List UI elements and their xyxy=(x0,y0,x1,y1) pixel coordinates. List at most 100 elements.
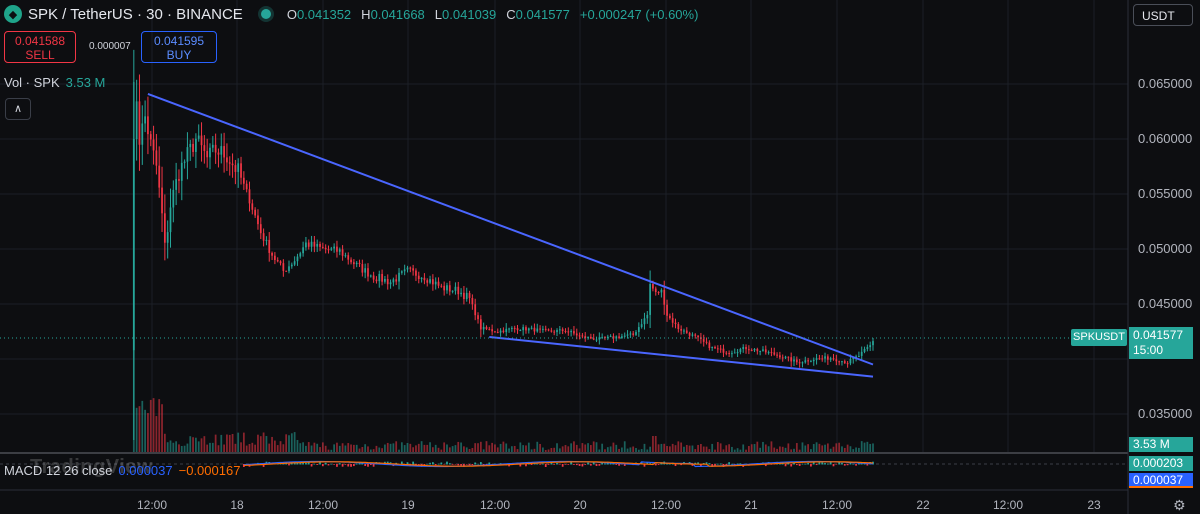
candle-body xyxy=(172,189,175,208)
candle-body xyxy=(550,330,553,332)
macd-histogram-bar xyxy=(573,464,575,465)
volume-bar xyxy=(694,449,697,452)
volume-bar xyxy=(829,448,832,452)
ohlc-low-value: 0.041039 xyxy=(442,6,497,22)
macd-histogram-bar xyxy=(369,464,372,466)
candle-body xyxy=(398,272,400,282)
candle-body xyxy=(211,144,214,148)
volume-bar xyxy=(274,440,276,452)
candle-body xyxy=(705,341,708,343)
volume-bar xyxy=(731,446,733,452)
candle-body xyxy=(660,289,663,293)
volume-bar xyxy=(609,446,612,452)
candle-body xyxy=(203,145,206,152)
candle-body xyxy=(770,352,773,354)
volume-bar xyxy=(361,446,364,452)
buy-button[interactable]: 0.041595 BUY xyxy=(141,31,217,63)
macd-value-1: 0.000037 xyxy=(118,463,173,478)
volume-bar xyxy=(869,443,872,452)
volume-bar xyxy=(231,433,234,452)
candle-body xyxy=(245,183,248,190)
volume-bar xyxy=(558,448,561,452)
macd-histogram-bar xyxy=(262,464,265,467)
macd-histogram-bar xyxy=(553,464,556,465)
candle-body xyxy=(604,336,606,338)
volume-legend[interactable]: Vol · SPK 3.53 M xyxy=(4,75,105,90)
volume-bar xyxy=(307,442,310,452)
ohlc-open-label: O xyxy=(286,6,297,22)
candle-body xyxy=(776,354,778,356)
macd-histogram-bar xyxy=(719,463,722,465)
candle-body xyxy=(637,327,640,333)
volume-bar xyxy=(742,444,745,452)
candle-body xyxy=(132,139,135,351)
candle-body xyxy=(223,146,225,158)
candle-body xyxy=(767,352,770,354)
candle-body xyxy=(257,215,259,225)
candle-body xyxy=(254,209,257,216)
volume-bar xyxy=(872,443,874,452)
volume-bar xyxy=(144,409,146,452)
candle-body xyxy=(220,146,223,155)
candle-body xyxy=(338,249,341,252)
volume-bar xyxy=(798,449,801,452)
macd-histogram-bar xyxy=(584,464,587,465)
macd-histogram-bar xyxy=(465,464,468,465)
candle-body xyxy=(618,336,620,339)
macd-legend[interactable]: MACD 12 26 close 0.000037 −0.000167 xyxy=(4,463,240,478)
volume-bar xyxy=(818,443,821,452)
sell-button[interactable]: 0.041588 SELL xyxy=(4,31,76,63)
candle-body xyxy=(841,361,843,363)
settings-gear-icon[interactable]: ⚙ xyxy=(1173,497,1186,513)
candle-body xyxy=(465,292,468,300)
macd-histogram-bar xyxy=(468,464,471,466)
candle-body xyxy=(423,277,426,281)
time-tick-label: 19 xyxy=(401,498,415,512)
macd-histogram-bar xyxy=(798,464,801,466)
candle-body xyxy=(547,329,550,331)
volume-bar xyxy=(510,446,513,452)
volume-bar xyxy=(547,449,550,452)
macd-histogram-bar xyxy=(587,462,589,465)
volume-bar xyxy=(149,399,152,452)
volume-bar xyxy=(499,443,502,452)
collapse-legend-button[interactable]: ∧ xyxy=(5,98,31,120)
volume-bar xyxy=(237,432,240,452)
macd-histogram-bar xyxy=(832,464,835,467)
volume-bar xyxy=(158,399,161,452)
candle-body xyxy=(835,359,838,362)
volume-bar xyxy=(268,443,271,452)
volume-bar xyxy=(539,443,541,452)
candle-body xyxy=(434,281,437,285)
volume-bar xyxy=(369,449,372,452)
candle-body xyxy=(536,328,539,332)
macd-histogram-bar xyxy=(858,463,860,465)
macd-histogram-bar xyxy=(290,463,293,465)
macd-histogram-bar xyxy=(440,462,443,465)
volume-bar xyxy=(415,445,417,452)
candle-body xyxy=(829,358,832,360)
pair-title[interactable]: SPK / TetherUS · 30 · BINANCE xyxy=(28,5,243,23)
volume-bar xyxy=(417,443,420,452)
volume-bar xyxy=(810,449,812,452)
currency-select[interactable]: USDT xyxy=(1133,4,1193,26)
candle-body xyxy=(812,359,815,362)
candle-body xyxy=(508,328,510,330)
macd-histogram-bar xyxy=(666,463,668,465)
volume-bar xyxy=(508,448,510,452)
sell-label: SELL xyxy=(25,48,55,62)
volume-bar xyxy=(522,445,525,452)
candle-body xyxy=(242,177,245,184)
macd-histogram-bar xyxy=(316,464,319,465)
candle-body xyxy=(694,334,697,336)
candle-body xyxy=(175,179,178,190)
candle-body xyxy=(279,261,282,264)
candle-body xyxy=(505,328,508,333)
macd-histogram-bar xyxy=(863,463,866,465)
candle-body xyxy=(592,338,595,340)
volume-bar xyxy=(313,442,316,452)
volume-bar xyxy=(302,442,304,452)
candle-body xyxy=(482,326,485,330)
volume-bar xyxy=(147,413,149,452)
